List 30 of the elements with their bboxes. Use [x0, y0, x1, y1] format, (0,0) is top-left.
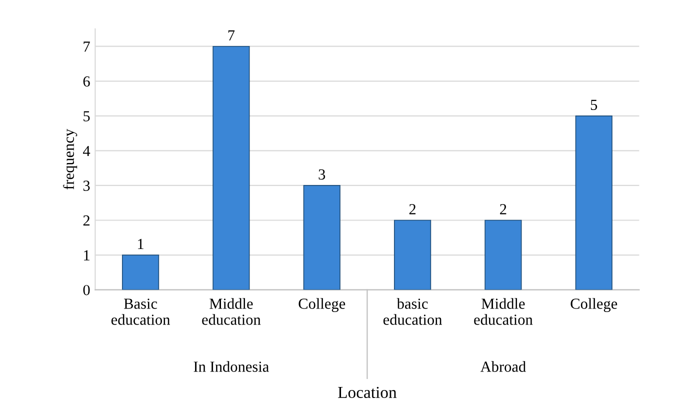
- data-label: 1: [138, 238, 144, 249]
- text: Abroad: [480, 361, 526, 372]
- y-tick-label: 1: [84, 250, 90, 260]
- x-tick-label: College: [570, 298, 618, 312]
- x-tick-label: Middle education: [474, 298, 533, 325]
- bar: [303, 185, 340, 290]
- x-tick-label: College: [298, 298, 346, 312]
- data-label: 3: [318, 169, 326, 180]
- bar: [484, 220, 522, 290]
- bar: [394, 220, 432, 290]
- y-tick-label: 7: [84, 42, 90, 52]
- bar: [122, 254, 160, 290]
- x-tick-label: Basic education: [111, 298, 170, 325]
- x-axis-title: Location: [338, 386, 397, 398]
- data-label: 2: [409, 204, 416, 214]
- data-label: 7: [228, 30, 235, 40]
- data-label: 5: [590, 100, 598, 110]
- x-tick-label: basic education: [383, 298, 442, 325]
- bar: [575, 116, 612, 290]
- y-tick-label: 2: [83, 215, 90, 226]
- data-label: 2: [500, 204, 506, 214]
- y-tick-label: 4: [83, 146, 90, 156]
- y-tick-label: 5: [84, 111, 90, 122]
- y-tick-label: 0: [83, 284, 90, 296]
- y-tick-label: 6: [83, 76, 90, 87]
- y-tick-label: 3: [83, 180, 90, 191]
- bar: [212, 46, 250, 290]
- y-axis-title: frequency: [63, 128, 78, 190]
- x-tick-label: Middle education: [202, 298, 261, 325]
- text: In Indonesia: [194, 361, 269, 372]
